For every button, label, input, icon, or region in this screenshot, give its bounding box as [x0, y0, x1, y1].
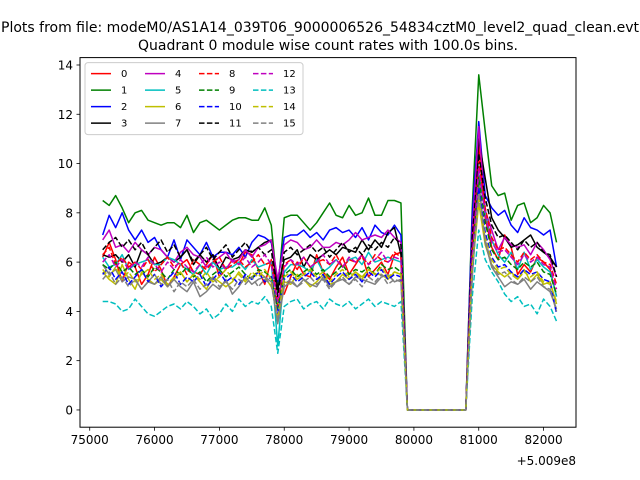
series-line-3 — [102, 138, 558, 411]
x-tick-label: 81000 — [460, 433, 498, 447]
y-tick-label: 8 — [65, 206, 73, 220]
x-offset-label: +5.009e8 — [517, 454, 576, 468]
legend-label-6: 6 — [175, 102, 181, 113]
legend-label-13: 13 — [283, 86, 296, 97]
legend-label-15: 15 — [283, 119, 296, 130]
series-line-0 — [102, 145, 558, 411]
axes-frame — [79, 57, 577, 428]
legend-box — [84, 62, 304, 136]
series-line-4 — [102, 125, 558, 411]
ticks-layer: 75000 76000 77000 78000 79000 80000 81000 82000… — [58, 58, 563, 447]
legend-label-10: 10 — [229, 102, 242, 113]
legend-label-1: 1 — [121, 86, 127, 97]
series-line-15 — [102, 192, 558, 411]
x-tick-label: 79000 — [330, 433, 368, 447]
legend-label-2: 2 — [121, 102, 127, 113]
legend-label-3: 3 — [121, 119, 127, 130]
chart-title: Quadrant 0 module wise count rates with … — [138, 38, 518, 54]
series-line-13 — [102, 229, 558, 411]
series-line-10 — [102, 187, 558, 411]
figure-suptitle: Plots from file: modeM0/AS1A14_039T06_90… — [1, 20, 639, 36]
legend-label-0: 0 — [121, 69, 127, 80]
legend-label-14: 14 — [283, 102, 296, 113]
y-tick-label: 0 — [65, 403, 73, 417]
series-line-12 — [102, 167, 558, 411]
x-tick-label: 75000 — [71, 433, 109, 447]
y-tick-label: 4 — [65, 305, 73, 319]
series-line-11 — [102, 152, 558, 411]
y-tick-label: 12 — [58, 108, 73, 122]
series-layer — [101, 74, 558, 411]
legend-label-8: 8 — [229, 69, 235, 80]
y-tick-label: 10 — [58, 157, 73, 171]
series-line-14 — [102, 194, 558, 411]
x-tick-label: 82000 — [524, 433, 562, 447]
x-tick-label: 80000 — [395, 433, 433, 447]
series-line-7 — [102, 180, 558, 411]
legend-label-4: 4 — [175, 69, 181, 80]
legend-label-12: 12 — [283, 69, 296, 80]
x-tick-label: 78000 — [265, 433, 303, 447]
y-tick-label: 2 — [65, 354, 73, 368]
legend-label-11: 11 — [229, 119, 242, 130]
legend-label-9: 9 — [229, 86, 235, 97]
legend-label-7: 7 — [175, 119, 181, 130]
y-tick-label: 6 — [65, 256, 73, 270]
x-tick-label: 76000 — [135, 433, 173, 447]
legend-label-5: 5 — [175, 86, 181, 97]
y-tick-label: 14 — [58, 58, 73, 72]
x-tick-label: 77000 — [200, 433, 238, 447]
series-line-1 — [102, 74, 558, 411]
